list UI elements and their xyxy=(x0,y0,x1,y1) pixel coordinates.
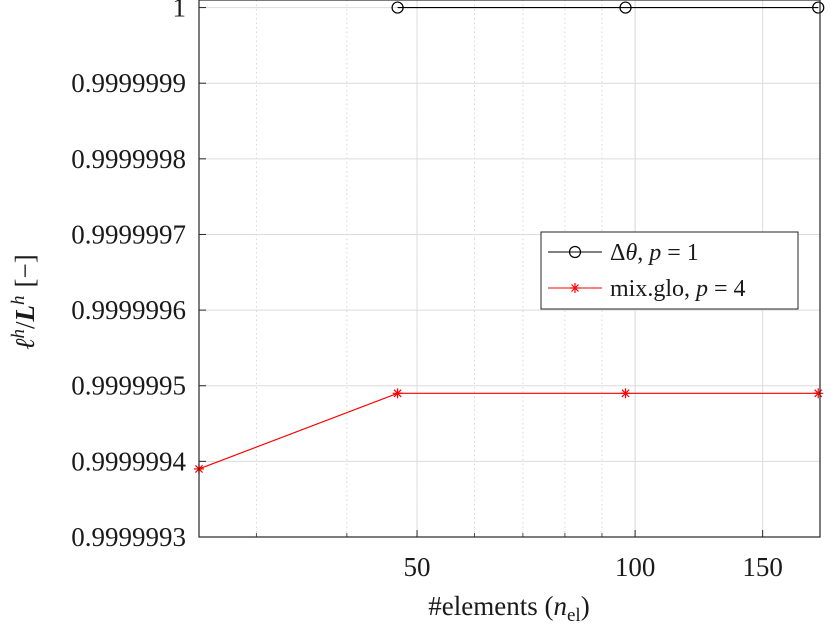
y-tick-label: 1 xyxy=(173,0,187,23)
series-2-point xyxy=(620,388,631,399)
series-2-point xyxy=(392,388,403,399)
series-1-point xyxy=(812,1,825,14)
x-tick-label: 100 xyxy=(615,552,656,582)
y-tick-label: 0.9999998 xyxy=(71,144,186,174)
series-2-point xyxy=(813,388,824,399)
tick-labels: 50 100 150 0.9999993 0.9999994 0.9999995 0.999… xyxy=(71,0,783,582)
y-tick-label: 0.9999993 xyxy=(71,522,186,552)
x-axis-title-sub: el xyxy=(567,605,581,626)
x-axis-title-var: n xyxy=(554,591,568,621)
x-axis-title-prefix: #elements ( xyxy=(428,591,553,621)
x-axis-title-suffix: ) xyxy=(581,591,590,621)
y-axis-title-slash: / xyxy=(10,321,40,329)
legend-label-series-2-eq: = 4 xyxy=(708,276,746,302)
legend-label-series-1-pre: Δ xyxy=(610,240,625,266)
x-tick-label: 50 xyxy=(404,552,431,582)
legend-label-series-1-mid: , xyxy=(637,240,649,266)
series-1-point xyxy=(391,1,404,14)
y-axis-title-num-var: ℓ xyxy=(10,338,40,350)
y-tick-label: 0.9999997 xyxy=(71,219,186,249)
y-axis-title-num-sup: h xyxy=(8,329,29,339)
y-axis-title-unit: [−] xyxy=(10,254,40,287)
legend-marker-series-2 xyxy=(570,283,580,293)
series-2-line xyxy=(198,392,819,470)
y-tick-label: 0.9999996 xyxy=(71,295,186,325)
x-axis-title: #elements (nel) xyxy=(428,591,589,626)
x-tick-label: 150 xyxy=(742,552,783,582)
legend-label-series-1-var: p xyxy=(647,240,661,266)
legend: Δθ, p = 1 mix.glo, p = 4 xyxy=(540,231,799,310)
legend-label-series-1-eq: = 1 xyxy=(661,240,699,266)
legend-label-series-1: Δθ, p = 1 xyxy=(610,240,699,266)
series-1-point xyxy=(619,1,632,14)
legend-box xyxy=(540,231,799,310)
legend-label-series-1-sym: θ xyxy=(625,240,637,266)
legend-label-series-2-pre: mix.glo xyxy=(610,276,684,302)
plot-frame xyxy=(198,0,821,538)
legend-label-series-2: mix.glo, p = 4 xyxy=(610,276,746,302)
legend-label-series-2-var: p xyxy=(694,276,708,302)
y-tick-label: 0.9999994 xyxy=(71,446,186,476)
y-axis-title: ℓh/Lh[−] xyxy=(8,254,40,349)
legend-marker-series-1 xyxy=(568,245,582,259)
y-axis-title-den-sup: h xyxy=(8,295,29,305)
y-tick-label: 0.9999999 xyxy=(71,68,186,98)
y-axis-title-den-var: L xyxy=(10,305,40,323)
legend-label-series-2-mid: , xyxy=(684,276,696,302)
ticks xyxy=(199,7,764,538)
y-tick-label: 0.9999995 xyxy=(71,371,186,401)
